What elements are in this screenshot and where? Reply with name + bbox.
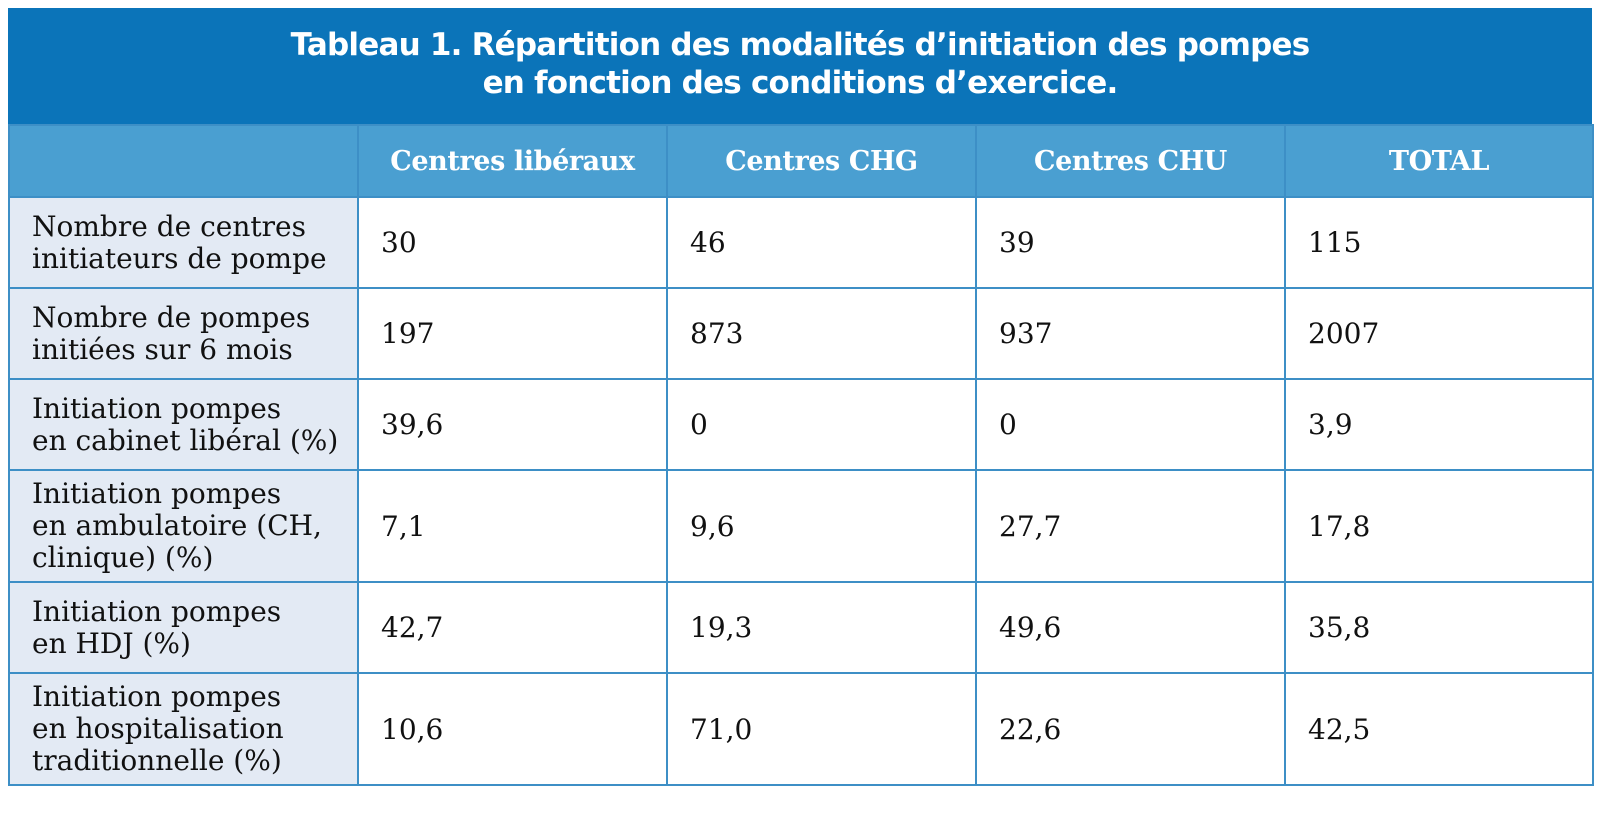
table-cell: 27,7 bbox=[975, 469, 1286, 583]
row-label-line: en HDJ (%) bbox=[32, 626, 191, 660]
row-label: Nombre de pompes initiées sur 6 mois bbox=[8, 287, 359, 380]
table-row: Initiation pompes en cabinet libéral (%)… bbox=[8, 378, 1594, 471]
table-cell: 0 bbox=[975, 378, 1286, 471]
table-cell: 39 bbox=[975, 196, 1286, 289]
table-cell: 46 bbox=[666, 196, 977, 289]
header-cell-centres-chg: Centres CHG bbox=[666, 124, 977, 198]
row-label-line: Nombre de pompes bbox=[32, 300, 311, 334]
table-cell: 873 bbox=[666, 287, 977, 380]
row-label-line: Nombre de centres bbox=[32, 209, 306, 243]
row-label-line: initiées sur 6 mois bbox=[32, 332, 293, 366]
header-cell-centres-liberaux: Centres libéraux bbox=[357, 124, 668, 198]
row-label-line: traditionnelle (%) bbox=[32, 744, 282, 777]
row-label-line: Initiation pompes bbox=[32, 477, 282, 510]
table-row: Nombre de centres initiateurs de pompe 3… bbox=[8, 196, 1594, 289]
row-label: Initiation pompes en ambulatoire (CH, cl… bbox=[8, 469, 359, 583]
table-title: Tableau 1. Répartition des modalités d’i… bbox=[8, 8, 1592, 124]
table-cell: 3,9 bbox=[1284, 378, 1594, 471]
row-label: Initiation pompes en hospitalisation tra… bbox=[8, 672, 359, 786]
table-cell: 22,6 bbox=[975, 672, 1286, 786]
header-cell-centres-chu: Centres CHU bbox=[975, 124, 1286, 198]
header-cell-total: TOTAL bbox=[1284, 124, 1594, 198]
table-cell: 9,6 bbox=[666, 469, 977, 583]
table-cell: 49,6 bbox=[975, 581, 1286, 674]
data-table: Centres libéraux Centres CHG Centres CHU… bbox=[8, 124, 1594, 786]
row-label-line: Initiation pompes bbox=[32, 594, 282, 628]
row-label-line: Initiation pompes bbox=[32, 680, 282, 713]
row-label-line: clinique) (%) bbox=[32, 541, 214, 574]
table-cell: 71,0 bbox=[666, 672, 977, 786]
row-label-line: initiateurs de pompe bbox=[32, 241, 327, 275]
table-cell: 197 bbox=[357, 287, 668, 380]
row-label-line: en cabinet libéral (%) bbox=[32, 423, 339, 457]
row-label: Initiation pompes en HDJ (%) bbox=[8, 581, 359, 674]
table-cell: 937 bbox=[975, 287, 1286, 380]
table-cell: 115 bbox=[1284, 196, 1594, 289]
table-cell: 2007 bbox=[1284, 287, 1594, 380]
table-cell: 42,5 bbox=[1284, 672, 1594, 786]
table-cell: 10,6 bbox=[357, 672, 668, 786]
table-cell: 30 bbox=[357, 196, 668, 289]
table-cell: 19,3 bbox=[666, 581, 977, 674]
header-cell-empty bbox=[8, 124, 359, 198]
row-label-line: Initiation pompes bbox=[32, 391, 282, 425]
table-cell: 0 bbox=[666, 378, 977, 471]
row-label-line: en ambulatoire (CH, bbox=[32, 509, 322, 542]
row-label-line: en hospitalisation bbox=[32, 712, 284, 745]
table-row: Initiation pompes en hospitalisation tra… bbox=[8, 672, 1594, 786]
table-cell: 39,6 bbox=[357, 378, 668, 471]
row-label: Initiation pompes en cabinet libéral (%) bbox=[8, 378, 359, 471]
table-title-line-1: Tableau 1. Répartition des modalités d’i… bbox=[290, 27, 1311, 63]
table-title-line-2: en fonction des conditions d’exercice. bbox=[482, 65, 1119, 101]
row-label: Nombre de centres initiateurs de pompe bbox=[8, 196, 359, 289]
table-cell: 17,8 bbox=[1284, 469, 1594, 583]
table-row: Initiation pompes en ambulatoire (CH, cl… bbox=[8, 469, 1594, 583]
table-cell: 7,1 bbox=[357, 469, 668, 583]
table-cell: 35,8 bbox=[1284, 581, 1594, 674]
table-row: Initiation pompes en HDJ (%) 42,7 19,3 4… bbox=[8, 581, 1594, 674]
table-figure: Tableau 1. Répartition des modalités d’i… bbox=[8, 8, 1594, 816]
table-row: Nombre de pompes initiées sur 6 mois 197… bbox=[8, 287, 1594, 380]
table-header-row: Centres libéraux Centres CHG Centres CHU… bbox=[8, 124, 1594, 198]
table-cell: 42,7 bbox=[357, 581, 668, 674]
